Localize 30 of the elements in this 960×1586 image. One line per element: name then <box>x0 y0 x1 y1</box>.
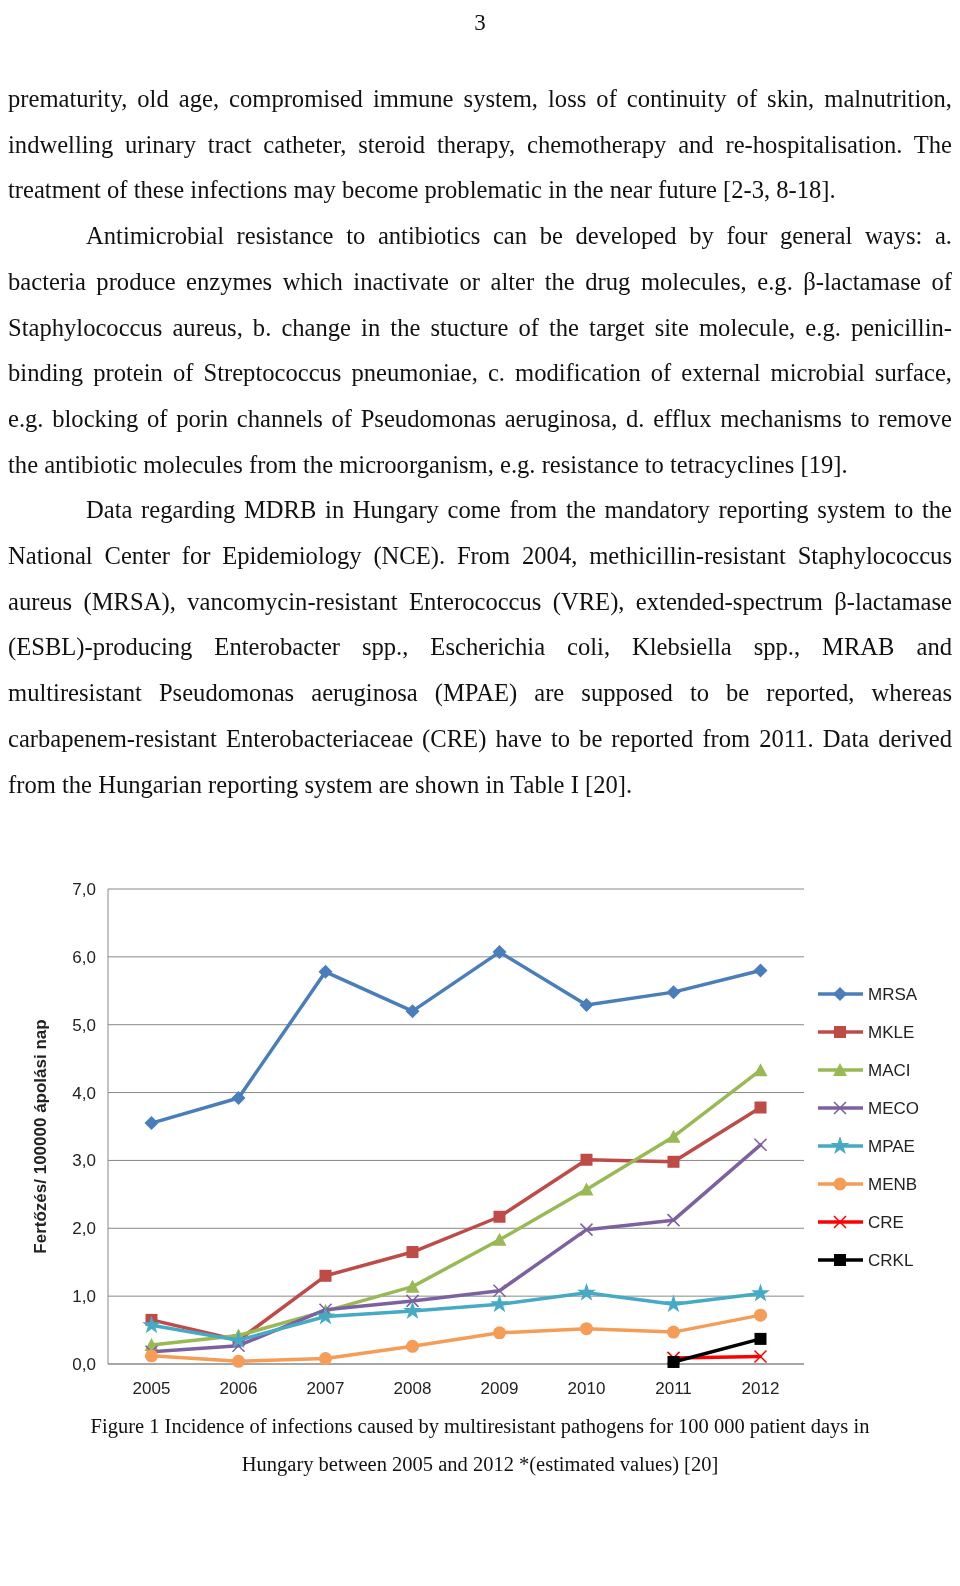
legend-label: CRKL <box>868 1251 914 1271</box>
x-tick-label: 2007 <box>306 1379 345 1399</box>
y-tick-label: 1,0 <box>72 1287 96 1307</box>
legend-label: MECO <box>868 1099 919 1119</box>
legend-label: MENB <box>868 1175 918 1195</box>
text: Antimicrobial resistance to antibiotics can be developed by four general ways: a. bacteria produce enzymes which inactivate or alter the drug molecules, e.g. β-lactamase of Staphylococcus aureus, b. change in the stucture of the target site molecule, e.g. penicillin-binding protein of Streptococcus pneumoniae, c. modification of external microbial surface, e.g. blocking of porin channels of Pseudomonas aeruginosa, d. efflux mechanisms to remove the antibiotic molecules from the microorganism, e.g. resistance to tetracyclines [19]. <box>8 221 952 480</box>
x-tick-label: 2008 <box>393 1379 432 1399</box>
y-tick-label: 7,0 <box>72 880 96 900</box>
legend-label: MRSA <box>868 985 918 1005</box>
legend-label: MKLE <box>868 1023 915 1043</box>
y-tick-label: 3,0 <box>72 1151 96 1171</box>
legend-label: CRE <box>868 1213 904 1233</box>
text: Data regarding MDRB in Hungary come from the mandatory reporting system to the National Center for Epidemiology (NCE). From 2004, methicillin-resistant Staphylococcus aureus (MRSA), vancomycin-resistant Enterococcus (VRE), extended-spectrum β-lactamase (ESBL)-producing Enterobacter spp., Escherichia coli, Klebsiella spp., MRAB and multiresistant Pseudomonas aeruginosa (MPAE) are supposed to be reported, whereas carbapenem-resistant Enterobacteriaceae (CRE) have to be reported from 2011. Data derived from the Hungarian reporting system are shown in Table I [20]. <box>8 495 952 800</box>
y-tick-label: 5,0 <box>72 1015 96 1035</box>
text: prematurity, old age, compromised immune system, loss of continuity of skin, malnutrition, indwelling urinary tract catheter, steroid therapy, chemotherapy and re-hospitalisation. The treatment of these infections may become problematic in the near future [2-3, 8-18]. <box>8 84 952 206</box>
x-tick-label: 2011 <box>655 1379 692 1399</box>
y-tick-label: 4,0 <box>72 1083 96 1103</box>
legend-label: MPAE <box>868 1137 915 1157</box>
x-tick-label: 2012 <box>741 1379 780 1399</box>
x-tick-label: 2005 <box>132 1379 171 1399</box>
x-tick-label: 2010 <box>567 1379 606 1399</box>
x-tick-label: 2009 <box>480 1379 519 1399</box>
y-axis-title: Fertőzés/ 100000 ápolási nap <box>31 1019 50 1254</box>
y-tick-label: 0,0 <box>72 1355 96 1375</box>
legend-label: MACI <box>868 1061 911 1081</box>
y-tick-label: 6,0 <box>72 948 96 968</box>
y-tick-label: 2,0 <box>72 1219 96 1239</box>
x-tick-label: 2006 <box>219 1379 258 1399</box>
text: 3 <box>473 9 487 37</box>
caption: Figure 1 Incidence of infections caused by multiresistant pathogens for 100 000 patient days in Hungary between 2005 and 2012 *(estimated values) [20] <box>89 1414 871 1478</box>
